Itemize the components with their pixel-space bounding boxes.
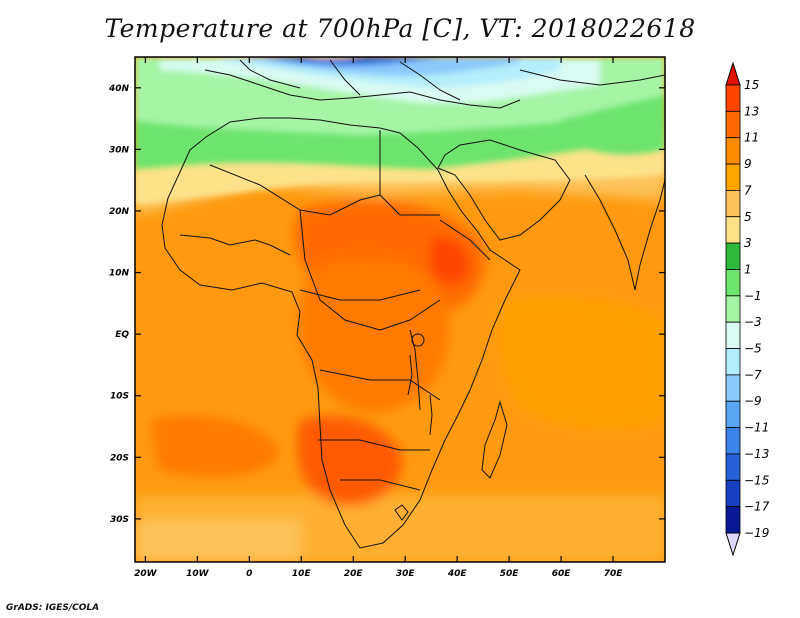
colorbar-label: −7 <box>744 368 762 382</box>
madagascar-coastline <box>481 400 508 479</box>
lon-label: 20W <box>134 569 158 579</box>
lat-label: EQ <box>115 330 129 340</box>
colorbar-swatch <box>725 348 741 376</box>
chart-title: Temperature at 700hPa [C], VT: 201802261… <box>104 14 696 43</box>
colorbar: 15 13 11 9 7 5 3 1 −1 −3 −5 −7 −9 −11 −13 −15 −17 −19 <box>725 61 770 557</box>
colorbar-bottom-arrow <box>725 532 741 557</box>
lon-label: 0 <box>246 569 252 579</box>
colorbar-swatch <box>725 84 741 112</box>
colorbar-label: −3 <box>744 315 762 329</box>
colorbar-swatch <box>725 110 741 139</box>
colorbar-label: −13 <box>744 447 769 461</box>
colorbar-swatch <box>725 374 741 402</box>
colorbar-swatch <box>725 137 741 165</box>
lon-label: 20E <box>344 569 364 579</box>
colorbar-top-arrow <box>725 61 741 86</box>
colorbar-swatch <box>725 190 741 218</box>
colorbar-label: 5 <box>744 210 752 224</box>
colorbar-label: 15 <box>744 78 759 92</box>
colorbar-label: −9 <box>744 394 762 408</box>
colorbar-label: −15 <box>744 473 769 487</box>
colorbar-swatch <box>725 506 741 534</box>
lat-label: 10S <box>110 392 129 402</box>
colorbar-swatch <box>725 269 741 297</box>
colorbar-label: 11 <box>744 131 759 145</box>
coastlines <box>161 59 665 549</box>
colorbar-label: −5 <box>744 342 762 356</box>
lat-label: 20S <box>110 453 129 463</box>
lon-label: 60E <box>552 569 572 579</box>
lake-victoria <box>411 333 425 347</box>
colorbar-label: 9 <box>744 157 752 171</box>
colorbar-swatch <box>725 242 741 270</box>
colorbar-label: 7 <box>744 183 752 197</box>
longitude-axis: 20W 10W 0 10E 20E 30E 40E 50E 60E 70E <box>134 57 623 579</box>
grads-credit: GrADS: IGES/COLA <box>6 603 100 613</box>
map-frame <box>134 56 666 563</box>
africa-coastline <box>161 117 521 549</box>
lat-label: 20N <box>109 207 130 217</box>
colorbar-swatch <box>725 163 741 191</box>
lat-label: 30S <box>110 515 129 525</box>
arabia-coastline <box>437 139 571 241</box>
colorbar-swatch <box>725 427 741 455</box>
india-coastline <box>584 174 665 291</box>
lon-label: 50E <box>500 569 520 579</box>
colorbar-label: 1 <box>744 262 752 276</box>
colorbar-swatch <box>725 295 741 323</box>
colorbar-label: 3 <box>744 236 752 250</box>
europe-coastline <box>204 69 521 109</box>
colorbar-swatch <box>725 216 741 244</box>
lon-label: 10W <box>186 569 210 579</box>
lat-label: 10N <box>109 269 130 279</box>
colorbar-label: −17 <box>744 500 770 514</box>
lon-label: 40E <box>447 569 468 579</box>
colorbar-label: 13 <box>744 104 759 118</box>
lon-label: 70E <box>604 569 624 579</box>
colorbar-label: −11 <box>744 421 769 435</box>
lat-label: 40N <box>108 84 130 94</box>
colorbar-swatch <box>725 400 741 428</box>
latitude-axis: 40N 30N 20N 10N EQ 10S 20S 30S <box>108 84 665 525</box>
colorbar-label: −19 <box>744 526 769 540</box>
colorbar-swatch <box>725 453 741 481</box>
lon-label: 10E <box>292 569 312 579</box>
lat-label: 30N <box>109 145 130 155</box>
lon-label: 30E <box>396 569 416 579</box>
colorbar-swatch <box>725 479 741 508</box>
colorbar-label: −1 <box>744 289 762 303</box>
colorbar-swatch <box>725 321 741 349</box>
